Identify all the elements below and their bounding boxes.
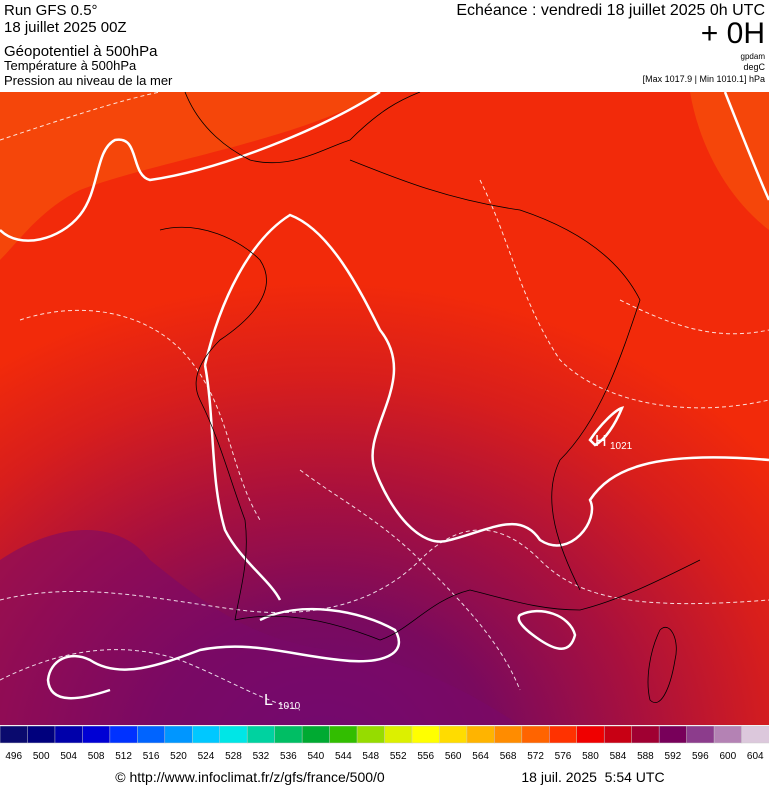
contour	[0, 92, 769, 700]
colorbar-swatch	[246, 725, 276, 744]
colorbar-swatch	[521, 725, 551, 744]
temperature-contour	[0, 92, 769, 711]
colorbar-swatch	[494, 725, 523, 744]
colorbar-label: 536	[280, 751, 297, 762]
colorbar-swatch	[137, 725, 166, 744]
colorbar-label: 496	[5, 751, 22, 762]
forecast-offset: + 0H	[701, 17, 765, 50]
colorbar-label: 576	[555, 751, 572, 762]
colorbar-swatch	[301, 725, 331, 744]
colorbar-label: 592	[665, 751, 682, 762]
pressure-range: [Max 1017.9 | Min 1010.1] hPa	[643, 74, 765, 84]
colorbar-label: 600	[719, 751, 736, 762]
colorbar-label: 532	[253, 751, 270, 762]
colorbar-swatch	[329, 725, 358, 744]
colorbar-swatch	[658, 725, 688, 744]
colorbar-label: 512	[115, 751, 132, 762]
colorbar-swatch	[631, 725, 660, 744]
colorbar-swatch	[356, 725, 386, 744]
colorbar-label: 584	[610, 751, 627, 762]
colorbar-swatch	[741, 725, 769, 744]
colorbar-swatch	[192, 725, 221, 744]
colorbar-label: 540	[307, 751, 324, 762]
colorbar-swatch	[384, 725, 413, 744]
colorbar-label: 604	[747, 751, 764, 762]
colorbar: 496 500 504 508 512 516 520 524 528 532 536 540 544 5…	[0, 725, 769, 762]
colorbar-swatch	[27, 725, 56, 744]
field-fill	[0, 530, 520, 725]
colorbar-label: 556	[417, 751, 434, 762]
colorbar-label: 580	[582, 751, 599, 762]
colorbar-label: 504	[60, 751, 77, 762]
colorbar-swatch	[576, 725, 605, 744]
colorbar-swatch	[164, 725, 194, 744]
colorbar-label: 528	[225, 751, 242, 762]
colorbar-swatch	[82, 725, 111, 744]
high-value: 1021	[610, 441, 633, 452]
colorbar-label: 524	[198, 751, 215, 762]
field-fill	[690, 92, 769, 230]
run-label: Run GFS 0.5°	[4, 2, 98, 19]
high-letter: H	[595, 433, 607, 450]
colorbar-label: 508	[88, 751, 105, 762]
footer-source: © http://www.infoclimat.fr/z/gfs/france/…	[115, 769, 385, 785]
colorbar-swatch	[0, 725, 29, 744]
map: H 1021 L 1010	[0, 92, 769, 725]
colorbar-swatch	[466, 725, 496, 744]
colorbar-label: 572	[527, 751, 544, 762]
unit-label: degC	[743, 62, 765, 72]
colorbar-label: 596	[692, 751, 709, 762]
colorbar-label: 500	[33, 751, 50, 762]
colorbar-swatch	[603, 725, 633, 744]
colorbar-swatch	[549, 725, 578, 744]
colorbar-label: 560	[445, 751, 462, 762]
colorbar-swatch	[219, 725, 248, 744]
colorbar-swatch	[439, 725, 468, 744]
field-label: Géopotentiel à 500hPa	[4, 43, 158, 60]
run-date: 18 juillet 2025 00Z	[4, 19, 127, 36]
colorbar-label: 588	[637, 751, 654, 762]
colorbar-label: 520	[170, 751, 187, 762]
low-letter: L	[264, 692, 273, 709]
colorbar-label: 516	[143, 751, 160, 762]
field-label: Température à 500hPa	[4, 58, 137, 73]
colorbar-label: 552	[390, 751, 407, 762]
forecast-time: Echéance : vendredi 18 juillet 2025 0h U…	[456, 2, 765, 19]
colorbar-swatch	[109, 725, 139, 744]
field-fill	[0, 92, 380, 260]
unit-label: gpdam	[741, 52, 766, 61]
colorbar-swatch	[686, 725, 715, 744]
colorbar-swatch	[713, 725, 743, 744]
colorbar-label: 548	[362, 751, 379, 762]
low-value: 1010	[278, 701, 301, 712]
colorbar-swatch	[411, 725, 441, 744]
colorbar-label: 564	[472, 751, 489, 762]
colorbar-label: 544	[335, 751, 352, 762]
field-label: Pression au niveau de la mer	[4, 73, 173, 88]
colorbar-swatch	[274, 725, 303, 744]
coastline	[159, 92, 701, 703]
colorbar-label: 568	[500, 751, 517, 762]
footer-time: 18 juil. 2025 5:54 UTC	[521, 769, 664, 785]
colorbar-swatch	[54, 725, 84, 744]
